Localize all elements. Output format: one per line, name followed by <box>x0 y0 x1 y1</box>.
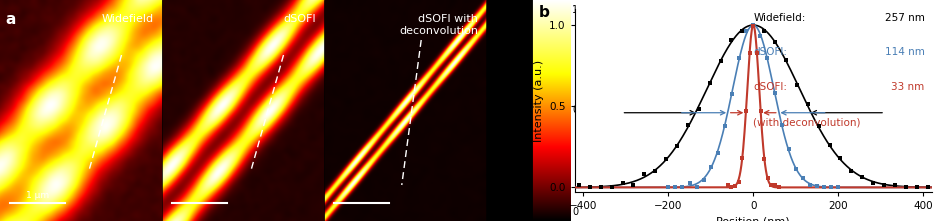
Point <box>824 186 839 189</box>
Point <box>674 186 690 189</box>
Text: 0: 0 <box>572 207 578 217</box>
Point <box>920 186 936 189</box>
Text: a: a <box>5 12 15 27</box>
Text: 33 nm: 33 nm <box>891 82 924 92</box>
Point <box>810 185 825 188</box>
Text: Widefield: Widefield <box>102 14 154 24</box>
Point <box>760 57 775 60</box>
Point <box>739 109 754 113</box>
Point <box>816 185 832 188</box>
Point <box>731 180 746 183</box>
Point <box>724 185 739 189</box>
Text: dSOFI:: dSOFI: <box>753 82 787 92</box>
Text: dSOFI:: dSOFI: <box>753 47 787 57</box>
Point <box>767 183 782 187</box>
Text: (with deconvolution): (with deconvolution) <box>753 117 861 127</box>
Point <box>680 123 695 127</box>
Point <box>781 147 797 150</box>
Text: 1: 1 <box>572 5 578 15</box>
Point <box>800 102 815 106</box>
Point <box>660 186 675 189</box>
Point <box>774 123 789 126</box>
Point <box>692 107 707 111</box>
Point <box>682 182 697 185</box>
Point <box>725 92 740 95</box>
Point <box>571 183 587 186</box>
Y-axis label: Intensity (a.u.): Intensity (a.u.) <box>534 59 544 142</box>
Point <box>648 170 663 173</box>
Point <box>604 186 620 189</box>
Point <box>876 183 891 187</box>
Point <box>844 169 859 173</box>
Point <box>731 57 746 60</box>
Point <box>713 60 728 63</box>
Point <box>796 177 811 180</box>
Point <box>735 30 750 33</box>
Point <box>720 183 735 187</box>
Point <box>696 178 711 182</box>
Point <box>767 40 782 44</box>
Point <box>745 24 761 28</box>
Point <box>749 51 764 55</box>
Point <box>742 51 757 55</box>
Point <box>887 183 902 187</box>
Point <box>583 186 598 189</box>
Point <box>757 29 772 33</box>
Point <box>668 186 683 189</box>
Point <box>658 157 674 161</box>
Point <box>771 186 786 189</box>
Text: 1 μm: 1 μm <box>26 191 49 200</box>
Point <box>757 157 772 161</box>
Point <box>702 82 717 85</box>
Point <box>831 186 846 189</box>
Point <box>670 144 685 148</box>
Point <box>761 176 776 180</box>
Point <box>724 38 739 42</box>
Point <box>832 156 848 160</box>
Point <box>703 166 718 169</box>
Point <box>909 186 924 189</box>
Point <box>689 185 704 189</box>
Point <box>745 23 761 27</box>
Point <box>710 151 726 154</box>
Point <box>593 186 608 189</box>
Point <box>764 183 780 187</box>
Point <box>779 58 794 62</box>
Text: dSOFI: dSOFI <box>284 14 316 24</box>
Point <box>789 83 804 86</box>
Point <box>854 175 869 179</box>
Point <box>735 156 750 159</box>
Point <box>866 181 881 185</box>
X-axis label: Position (nm): Position (nm) <box>716 217 790 221</box>
Point <box>615 181 630 185</box>
Point <box>739 29 754 32</box>
Point <box>745 24 761 27</box>
Point <box>717 124 732 128</box>
Text: Widefield:: Widefield: <box>753 13 806 23</box>
Text: b: b <box>539 5 550 20</box>
Point <box>822 143 837 146</box>
Point <box>898 186 913 189</box>
Point <box>753 34 768 38</box>
Point <box>753 109 768 113</box>
Point <box>626 184 641 187</box>
Point <box>637 172 652 176</box>
Point <box>727 184 743 188</box>
Text: 0.5: 0.5 <box>572 105 587 115</box>
Point <box>788 168 803 171</box>
Point <box>811 124 826 128</box>
Text: 257 nm: 257 nm <box>885 13 924 23</box>
Text: dSOFI with
deconvolution: dSOFI with deconvolution <box>399 14 478 36</box>
Text: Intensity
(a.u.): Intensity (a.u.) <box>580 90 600 130</box>
Text: 114 nm: 114 nm <box>885 47 924 57</box>
Point <box>767 91 782 95</box>
Point <box>802 183 817 187</box>
